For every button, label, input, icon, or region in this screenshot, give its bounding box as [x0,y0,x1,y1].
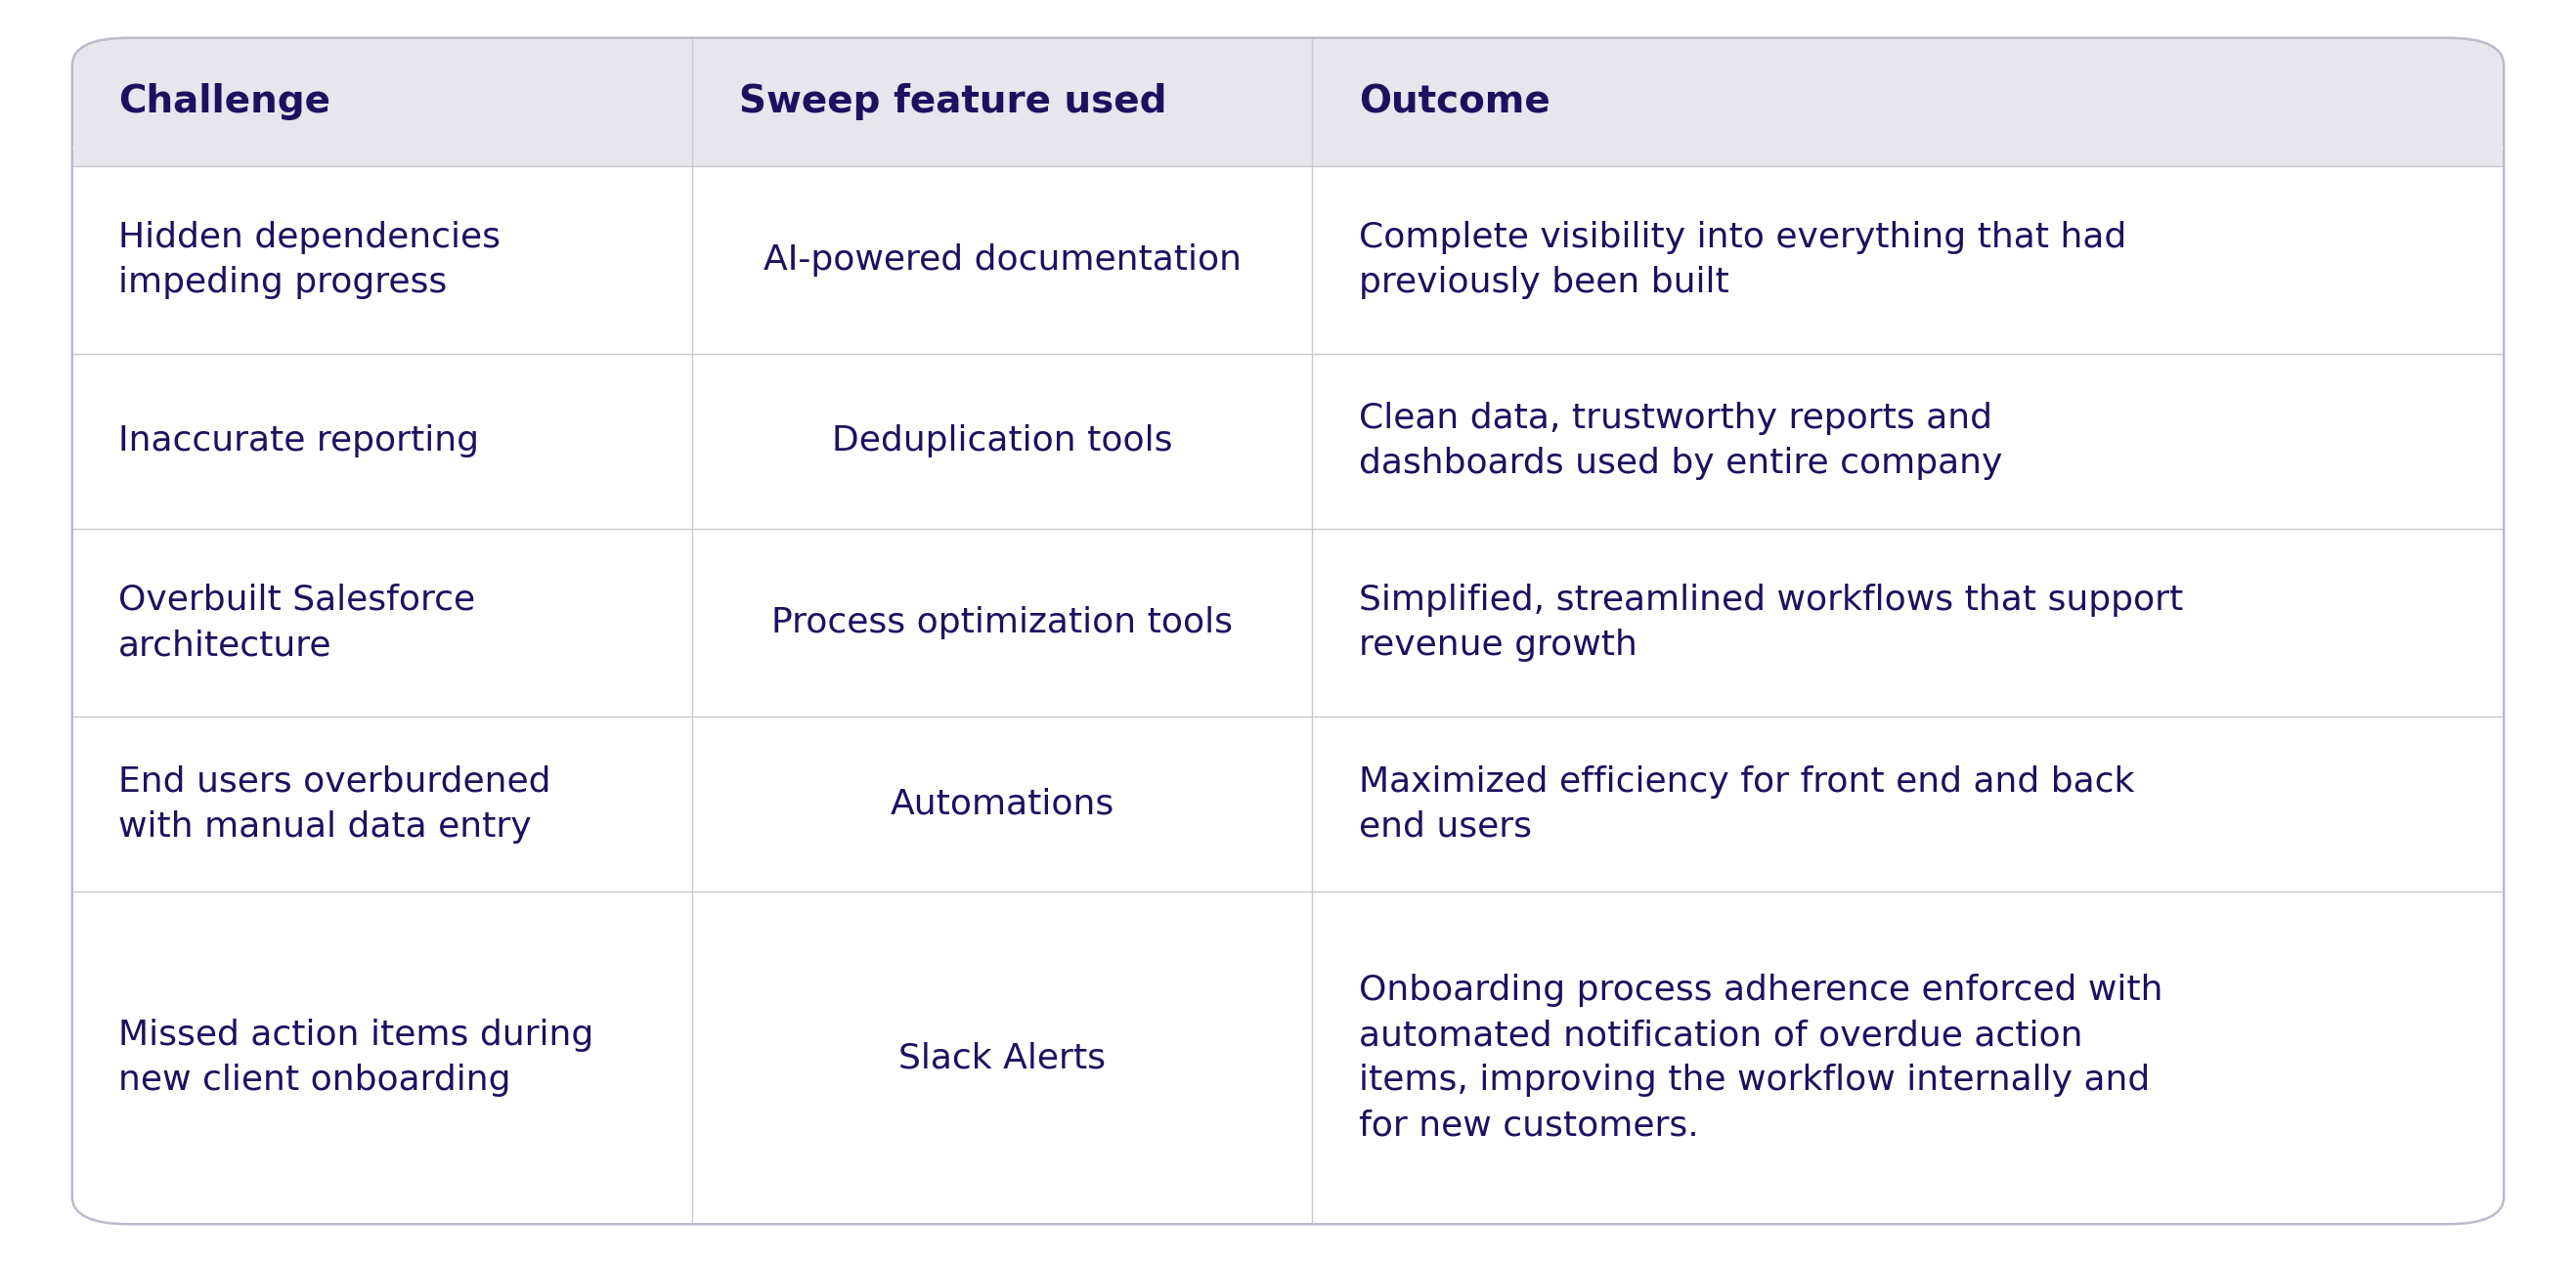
Text: AI-powered documentation: AI-powered documentation [762,244,1242,276]
Text: Onboarding process adherence enforced with
automated notification of overdue act: Onboarding process adherence enforced wi… [1358,974,2164,1142]
Text: Inaccurate reporting: Inaccurate reporting [118,424,479,458]
Text: Sweep feature used: Sweep feature used [739,83,1167,120]
Text: End users overburdened
with manual data entry: End users overburdened with manual data … [118,765,551,843]
Text: Deduplication tools: Deduplication tools [832,424,1172,458]
Text: Missed action items during
new client onboarding: Missed action items during new client on… [118,1018,595,1097]
Text: Hidden dependencies
impeding progress: Hidden dependencies impeding progress [118,221,500,299]
Text: Process optimization tools: Process optimization tools [773,606,1234,640]
FancyBboxPatch shape [72,38,2504,1224]
Text: Slack Alerts: Slack Alerts [899,1041,1105,1075]
FancyBboxPatch shape [72,38,2504,167]
Text: Maximized efficiency for front end and back
end users: Maximized efficiency for front end and b… [1358,765,2136,843]
Text: Automations: Automations [891,787,1115,820]
Text: Outcome: Outcome [1358,83,1551,120]
Text: Challenge: Challenge [118,83,330,120]
Text: Clean data, trustworthy reports and
dashboards used by entire company: Clean data, trustworthy reports and dash… [1358,403,2002,481]
Text: Simplified, streamlined workflows that support
revenue growth: Simplified, streamlined workflows that s… [1358,583,2182,661]
Text: Complete visibility into everything that had
previously been built: Complete visibility into everything that… [1358,221,2125,299]
Bar [72,149,2504,167]
Text: Overbuilt Salesforce
architecture: Overbuilt Salesforce architecture [118,583,477,661]
